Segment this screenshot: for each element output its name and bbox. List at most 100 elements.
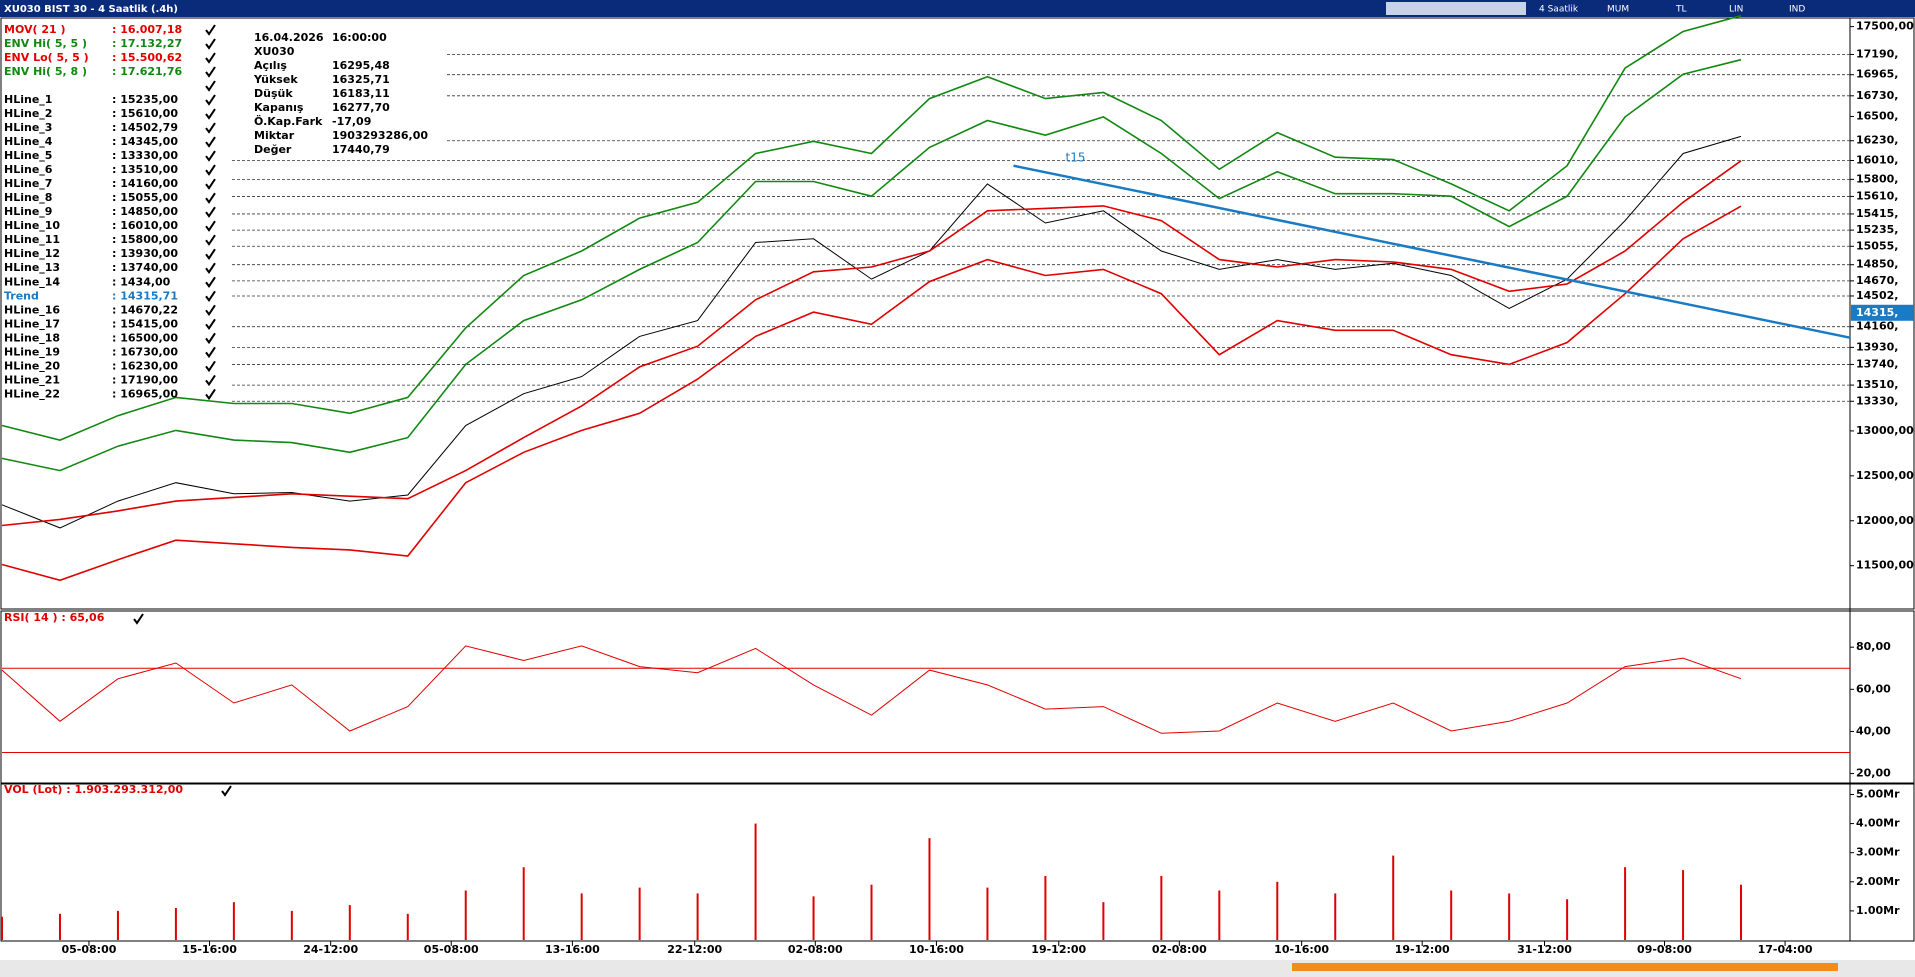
visibility-toggle[interactable] — [205, 122, 216, 134]
y-tick-label: 16230, — [1856, 134, 1898, 147]
visibility-toggle[interactable] — [205, 262, 216, 274]
visibility-toggle[interactable] — [205, 276, 216, 288]
visibility-toggle[interactable] — [205, 318, 216, 331]
volume-bar — [1276, 881, 1279, 940]
volume-bar — [1334, 893, 1337, 940]
visibility-toggle[interactable] — [205, 374, 216, 387]
toolbar-item[interactable]: 4 Saatlik — [1539, 5, 1579, 15]
visibility-toggle[interactable] — [205, 150, 216, 162]
toolbar-item[interactable]: LIN — [1729, 5, 1743, 15]
visibility-toggle[interactable] — [205, 206, 216, 218]
visibility-toggle[interactable] — [133, 613, 144, 625]
toolbar-item[interactable]: IND — [1789, 5, 1805, 15]
y-tick-label: 15235, — [1856, 223, 1898, 236]
x-tick-label: 09-08:00 — [1637, 943, 1692, 956]
y-tick-label: 15610, — [1856, 189, 1898, 202]
x-tick-label: 22-12:00 — [667, 943, 722, 956]
volume-panel — [0, 783, 1915, 942]
legend-name: HLine_16 — [4, 303, 60, 316]
visibility-toggle[interactable] — [205, 234, 216, 246]
y-tick-label: 15055, — [1856, 239, 1898, 252]
visibility-toggle[interactable] — [205, 346, 216, 359]
legend-value: : 16230,00 — [112, 359, 178, 372]
window-title: XU030 BIST 30 - 4 Saatlik (.4h) — [4, 4, 178, 15]
visibility-toggle[interactable] — [205, 332, 216, 345]
legend-value: : 13930,00 — [112, 247, 178, 260]
legend-name: HLine_19 — [4, 345, 60, 358]
legend-value: : 1434,00 — [112, 275, 171, 288]
visibility-toggle[interactable] — [205, 220, 216, 232]
legend-name: HLine_14 — [4, 275, 60, 288]
legend-value: : 14502,79 — [112, 121, 178, 134]
info-value: 16183,11 — [332, 87, 390, 100]
series-line — [1, 160, 1742, 527]
legend-name: ENV Hi( 5, 8 ) — [4, 65, 87, 78]
visibility-toggle[interactable] — [205, 248, 216, 260]
volume-bar — [406, 913, 409, 940]
legend-name: ENV Lo( 5, 5 ) — [4, 51, 89, 64]
info-label: Açılış — [254, 59, 287, 72]
y-tick-label: 17500,00 — [1856, 20, 1914, 33]
visibility-toggle[interactable] — [205, 360, 216, 373]
info-label: Değer — [254, 143, 292, 156]
x-tick-label: 15-16:00 — [182, 943, 237, 956]
info-time: 16:00:00 — [332, 31, 387, 44]
visibility-toggle[interactable] — [221, 785, 232, 797]
y-tick-label: 15800, — [1856, 172, 1898, 185]
volume-bar — [1682, 870, 1685, 940]
volume-bar — [1740, 884, 1743, 940]
info-value: 1903293286,00 — [332, 129, 428, 142]
series-line — [1, 58, 1742, 472]
y-tick-label: 12000,00 — [1856, 514, 1914, 527]
volume-bar — [464, 890, 467, 940]
y-tick-label: 1.00Mr — [1856, 904, 1900, 917]
info-date: 16.04.2026 — [254, 31, 324, 44]
visibility-toggle[interactable] — [205, 52, 216, 64]
visibility-toggle[interactable] — [205, 80, 216, 92]
legend-name: HLine_13 — [4, 261, 60, 274]
legend-value: : 13330,00 — [112, 149, 178, 162]
visibility-toggle[interactable] — [205, 66, 216, 78]
volume-bar — [290, 910, 293, 940]
visibility-toggle[interactable] — [205, 38, 216, 50]
volume-bar — [522, 867, 525, 940]
volume-bar — [1566, 899, 1569, 940]
y-tick-label: 16730, — [1856, 89, 1898, 102]
legend-value: : 13510,00 — [112, 163, 178, 176]
x-tick-label: 10-16:00 — [1274, 943, 1329, 956]
volume-bar — [116, 910, 119, 940]
volume-bar — [1102, 902, 1105, 940]
visibility-toggle[interactable] — [205, 304, 216, 317]
visibility-toggle[interactable] — [205, 178, 216, 190]
x-tick-label: 13-16:00 — [545, 943, 600, 956]
visibility-toggle[interactable] — [205, 192, 216, 204]
info-label: Düşük — [254, 87, 293, 100]
legend-name: ENV Hi( 5, 5 ) — [4, 37, 87, 50]
legend-name: HLine_21 — [4, 373, 60, 386]
visibility-toggle[interactable] — [205, 164, 216, 176]
visibility-toggle[interactable] — [205, 136, 216, 148]
toolbar-item[interactable]: TL — [1675, 5, 1687, 15]
visibility-toggle[interactable] — [205, 94, 216, 106]
volume-bar — [58, 913, 61, 940]
volume-bar — [348, 905, 351, 940]
volume-bar — [812, 896, 815, 940]
visibility-toggle[interactable] — [205, 24, 216, 36]
x-tick-label: 02-08:00 — [1152, 943, 1207, 956]
legend-value: : 14670,22 — [112, 303, 178, 316]
info-label: Yüksek — [253, 73, 298, 86]
scroll-thumb[interactable] — [1292, 963, 1838, 971]
visibility-toggle[interactable] — [205, 388, 216, 401]
toolbar-item[interactable]: MUM — [1607, 5, 1629, 15]
legend-value: : 15800,00 — [112, 233, 178, 246]
y-tick-label: 16010, — [1856, 153, 1898, 166]
y-tick-label: 12500,00 — [1856, 469, 1914, 482]
legend-name: HLine_2 — [4, 107, 52, 120]
info-value: 16295,48 — [332, 59, 390, 72]
visibility-toggle[interactable] — [205, 108, 216, 120]
info-label: Kapanış — [254, 101, 304, 114]
legend-value: : 17190,00 — [112, 373, 178, 386]
visibility-toggle[interactable] — [205, 290, 216, 303]
y-tick-label: 17190, — [1856, 47, 1898, 60]
toolbar-icons[interactable] — [1386, 2, 1526, 15]
